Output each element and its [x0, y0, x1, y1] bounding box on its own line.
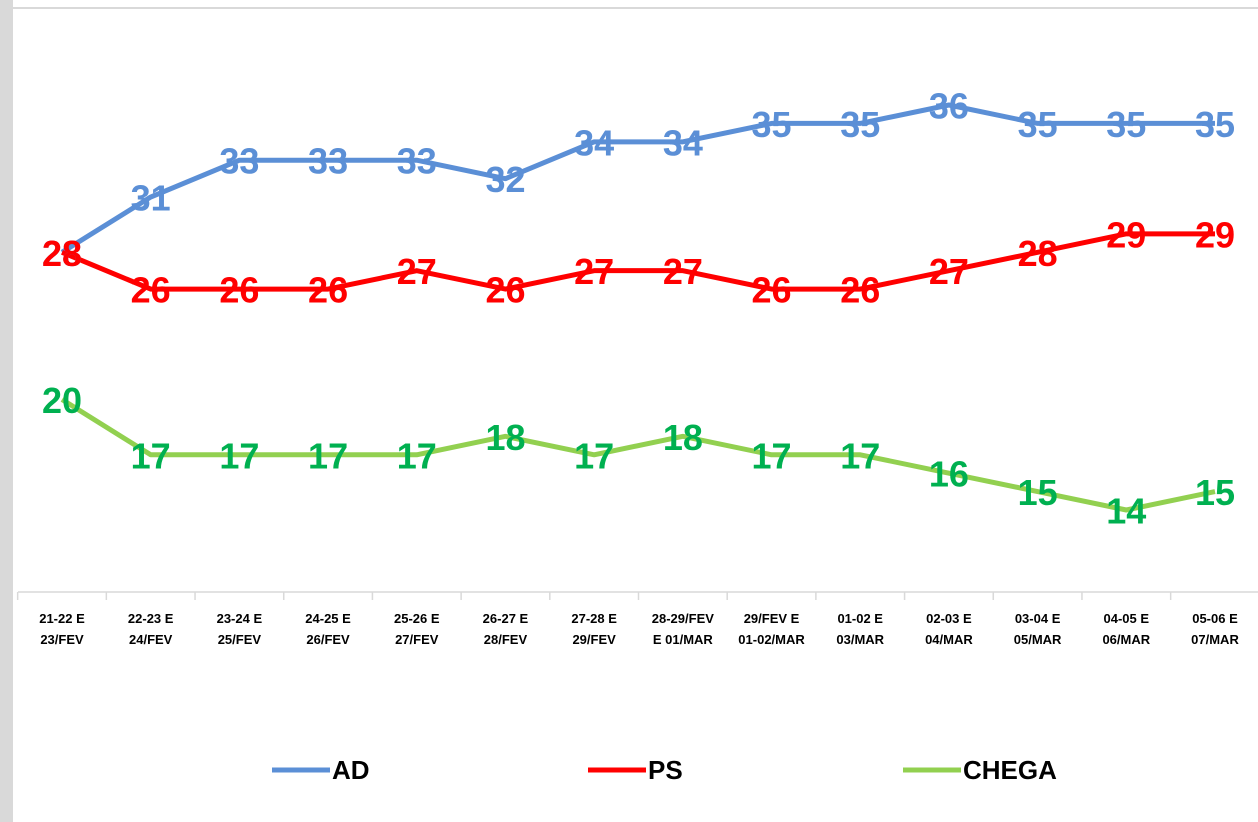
data-label: 26 [752, 270, 792, 311]
legend-label: AD [332, 755, 370, 785]
data-label: 17 [574, 435, 614, 476]
data-label: 35 [840, 104, 880, 145]
data-label: 28 [42, 233, 82, 274]
data-label: 35 [1106, 104, 1146, 145]
data-label: 33 [219, 141, 259, 182]
data-label: 17 [131, 435, 171, 476]
data-label: 34 [663, 122, 703, 163]
x-tick-label: 24-25 E 26/FEV [305, 611, 351, 647]
x-tick-label: 04-05 E 06/MAR [1102, 611, 1151, 647]
data-label: 33 [397, 141, 437, 182]
data-label: 31 [131, 178, 171, 219]
series-line [60, 102, 1215, 255]
series-line [60, 397, 1216, 513]
x-tick-label: 05-06 E 07/MAR [1191, 611, 1239, 647]
data-label: 18 [485, 417, 525, 458]
data-label: 27 [574, 251, 614, 292]
data-label: 34 [574, 122, 614, 163]
data-label: 15 [1195, 472, 1235, 513]
data-label: 35 [752, 104, 792, 145]
data-label: 15 [1018, 472, 1058, 513]
data-label: 26 [219, 270, 259, 311]
x-tick-label: 23-24 E 25/FEV [216, 611, 263, 647]
x-tick-label: 21-22 E 23/FEV [39, 611, 85, 647]
data-label: 17 [840, 435, 880, 476]
data-label: 27 [929, 251, 969, 292]
data-label: 29 [1106, 214, 1146, 255]
data-label: 16 [929, 454, 969, 495]
series-line [61, 231, 1215, 292]
data-label: 20 [42, 380, 82, 421]
x-tick-label: 26-27 E 28/FEV [482, 611, 529, 647]
x-tick-label: 28-29/FEV E 01/MAR [651, 611, 714, 647]
data-label: 17 [752, 435, 792, 476]
data-label: 26 [485, 270, 525, 311]
legend-label: PS [648, 755, 683, 785]
data-label: 14 [1106, 491, 1146, 532]
x-tick-label: 03-04 E 05/MAR [1013, 611, 1062, 647]
x-tick-label: 29/FEV E 01-02/MAR [738, 611, 805, 647]
data-label: 17 [219, 435, 259, 476]
data-label: 26 [308, 270, 348, 311]
data-label: 17 [397, 435, 437, 476]
x-tick-label: 27-28 E 29/FEV [571, 611, 617, 647]
legend-label: CHEGA [963, 755, 1057, 785]
data-label: 18 [663, 417, 703, 458]
data-label: 27 [663, 251, 703, 292]
data-label: 28 [42, 233, 82, 274]
data-label: 36 [929, 86, 969, 127]
x-tick-label: 02-03 E 04/MAR [925, 611, 973, 647]
data-label: 26 [131, 270, 171, 311]
x-tick-label: 22-23 E 24/FEV [127, 611, 174, 647]
side-strip [0, 0, 13, 822]
data-label: 33 [308, 141, 348, 182]
data-label: 35 [1195, 104, 1235, 145]
data-label: 32 [485, 159, 525, 200]
x-tick-label: 01-02 E 03/MAR [836, 611, 885, 647]
data-label: 28 [1018, 233, 1058, 274]
data-label: 26 [840, 270, 880, 311]
data-label: 17 [308, 435, 348, 476]
data-label: 27 [397, 251, 437, 292]
data-label: 29 [1195, 214, 1235, 255]
data-label: 35 [1018, 104, 1058, 145]
x-tick-label: 25-26 E 27/FEV [393, 611, 440, 647]
